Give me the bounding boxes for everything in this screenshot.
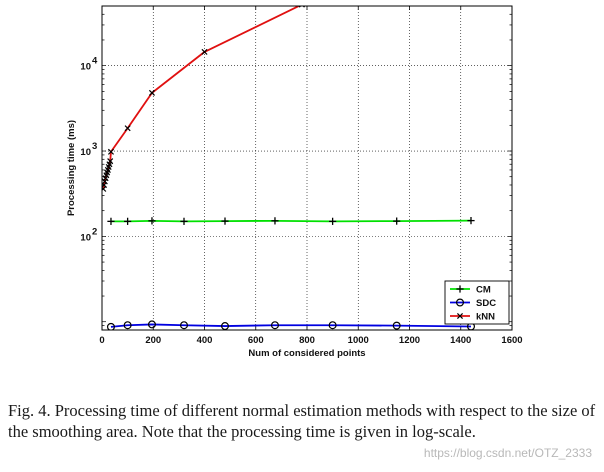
legend-entry-sdc: SDC [450,298,496,309]
series-line-cm [110,219,472,223]
data-point-x [107,148,114,155]
x-tick-label: 1400 [450,335,471,346]
marker-stroke [107,158,114,165]
y-tick-exponent: 4 [92,56,98,67]
data-point-plus [107,217,115,225]
x-tick-label: 1000 [348,335,369,346]
data-point-circle [180,321,189,330]
x-axis-ticks: 0 200 400 600 800 1000 1200 1400 1600 [99,6,523,346]
y-axis-label: Processing time (ms) [66,120,77,216]
y-tick-label: 10 [80,147,91,158]
data-point-x [201,48,208,55]
data-point-plus [180,217,188,225]
data-point-plus [124,217,132,225]
y-tick-label: 10 [80,62,91,73]
x-tick-label: 400 [197,335,213,346]
data-point-x [124,125,131,132]
data-point-circle [106,322,115,330]
data-point-plus [467,217,475,225]
marker-stroke [201,48,208,55]
data-point-circle [392,321,401,330]
data-point-x [148,89,155,96]
x-tick-label: 800 [299,335,315,346]
marker-stroke [124,125,131,132]
data-point-circle [270,321,279,330]
data-point-x [102,185,107,192]
data-point-plus [221,217,229,225]
data-point-circle [221,322,229,330]
figure-caption: Fig. 4. Processing time of different nor… [8,401,596,441]
data-point-plus [271,217,279,225]
series-sdc [106,320,475,330]
plot-frame [101,5,513,331]
legend-label: kNN [476,312,495,323]
data-point-circle [123,321,132,330]
legend-entry-knn: kNN [450,312,495,323]
data-point-plus [329,217,337,225]
y-tick-exponent: 3 [92,141,97,152]
plot-area [102,6,475,330]
x-tick-label: 600 [248,335,264,346]
x-tick-label: 0 [99,335,104,346]
data-point-circle [147,320,156,329]
x-tick-label: 200 [145,335,161,346]
legend-label: SDC [476,298,496,309]
data-point-x [456,312,464,320]
marker-stroke [102,185,107,192]
x-axis-label: Num of considered points [248,348,365,359]
marker-stroke [107,148,114,155]
data-point-plus [148,217,156,225]
legend-entry-cm: CM [450,285,491,296]
chart: 0 200 400 600 800 1000 1200 1400 1600 102103104 … [66,5,523,359]
legend-label: CM [476,285,491,296]
y-tick-label: 10 [80,232,91,243]
data-point-plus [393,217,401,225]
x-tick-label: 1600 [501,335,522,346]
x-tick-label: 1200 [399,335,420,346]
legend: CM SDC kNN [444,280,510,325]
data-point-x [107,158,114,165]
data-point-circle [328,321,337,330]
watermark: https://blog.csdn.net/OTZ_2333 [423,446,592,460]
y-tick-exponent: 2 [92,226,97,237]
series-line-knn [102,6,301,190]
series-line-sdc [110,323,472,328]
data-point-circle [456,298,465,307]
data-point-plus [456,285,464,293]
series-cm [107,217,475,225]
marker-stroke [148,89,155,96]
marker-stroke [456,312,464,320]
series-knn [102,6,305,192]
